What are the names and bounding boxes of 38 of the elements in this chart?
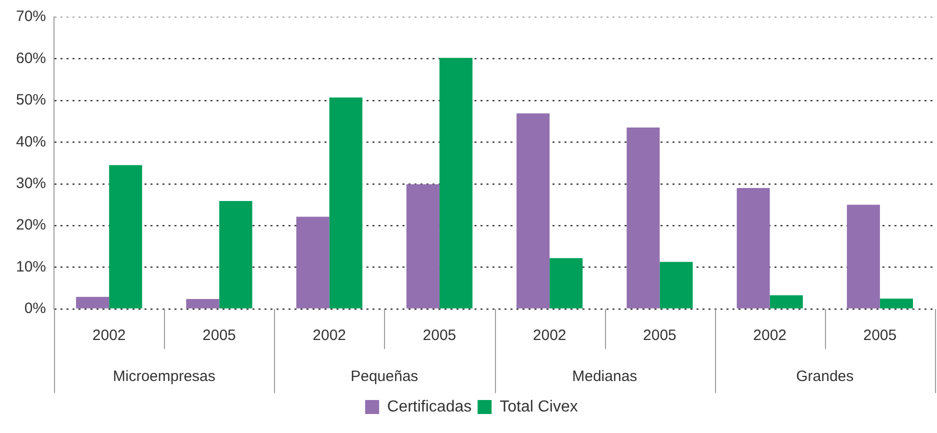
bar: [516, 113, 550, 308]
bar: [186, 298, 220, 308]
bar: [736, 188, 770, 308]
text: Medianas: [572, 368, 638, 386]
y-tick-label: 40%: [16, 133, 46, 150]
bar: [406, 184, 440, 308]
x-tick-label: 2002: [312, 327, 346, 344]
bar: [550, 258, 583, 308]
text: Grandes: [796, 368, 854, 386]
y-tick-label: 60%: [16, 50, 46, 67]
x-tick-label: 2005: [863, 327, 897, 344]
x-tick-label: 2005: [202, 327, 236, 344]
x-tick-label: 2002: [753, 327, 787, 344]
x-tick-label: 2002: [532, 327, 566, 344]
bar: [439, 58, 472, 308]
bar: [329, 98, 362, 308]
bar: [109, 165, 142, 308]
bar: [296, 216, 330, 308]
y-tick-label: 70%: [16, 8, 46, 26]
y-tick-label: 30%: [16, 175, 46, 192]
y-tick-label: 50%: [16, 92, 46, 109]
bar: [76, 296, 110, 308]
bar: [660, 262, 693, 308]
text: Microempresas: [112, 368, 216, 386]
x-tick-label: 2005: [422, 327, 456, 344]
y-tick-label: 10%: [16, 258, 46, 276]
x-tick-label: 2002: [92, 327, 126, 344]
y-tick-label: 20%: [16, 216, 46, 234]
legend-label: Total Civex: [500, 398, 578, 416]
y-tick-label: 0%: [24, 300, 46, 318]
bar: [880, 298, 913, 308]
bar: [846, 204, 880, 308]
bar: [770, 295, 803, 308]
bar: [626, 128, 660, 308]
x-tick-label: 2005: [643, 327, 676, 344]
text: Pequeñas: [350, 368, 418, 386]
legend-label: Certificadas: [387, 398, 472, 416]
bar: [219, 200, 252, 308]
